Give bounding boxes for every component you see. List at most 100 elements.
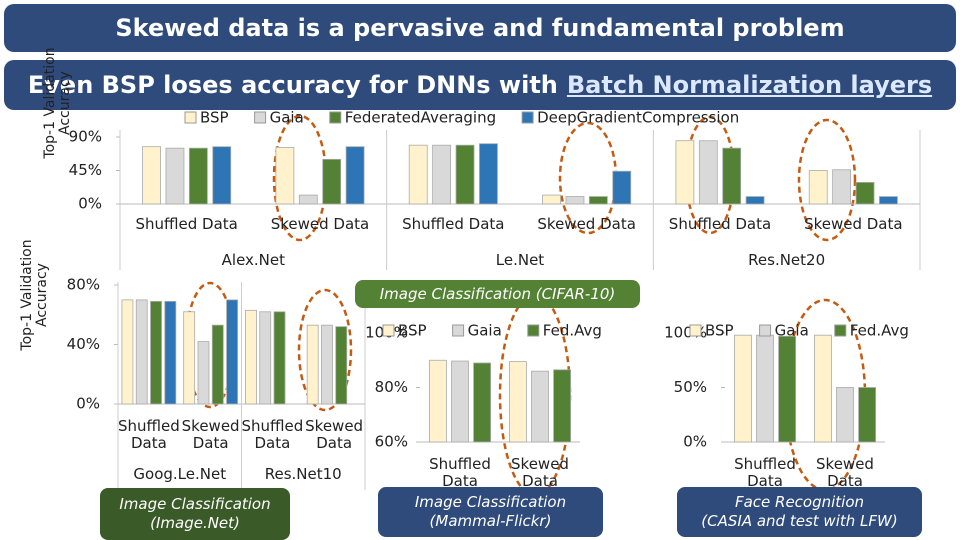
x-tick-label: Skewed Data [804, 215, 903, 233]
subtitle-bar: Even BSP loses accuracy for DNNs with Bat… [4, 60, 956, 110]
y-axis-label-line: Accuracy [34, 263, 50, 327]
caption: Image Classification (CIFAR-10) [355, 280, 640, 308]
bar [321, 324, 333, 405]
legend-swatch [329, 111, 342, 124]
y-axis-label-line: Top-1 Validation [42, 47, 58, 159]
subtitle: Even BSP loses accuracy for DNNs with [27, 71, 558, 99]
bar [722, 147, 742, 205]
bar [306, 324, 319, 405]
group-label: Res.Net10 [264, 465, 342, 483]
y-tick-label: 50% [674, 378, 707, 396]
legend-label: BSP [200, 109, 229, 127]
y-tick-label: 80% [67, 276, 100, 294]
group-label: Le.Net [495, 251, 545, 269]
bar [778, 335, 796, 443]
bar [531, 370, 549, 443]
bar [808, 170, 828, 205]
bar [408, 144, 428, 205]
legend-swatch [184, 111, 197, 124]
bar [226, 299, 238, 405]
bar [142, 146, 161, 205]
bar [565, 196, 585, 205]
bar [451, 360, 469, 443]
bar [322, 158, 342, 205]
bar [212, 146, 232, 205]
y-axis-label: Top-1 Validation Accuracy [19, 215, 50, 375]
x-tick-label: Skewed Data [537, 215, 636, 233]
x-tick-label: Shuffled Data [118, 417, 180, 452]
y-axis-label-line: Accuracy [57, 71, 73, 135]
legend-swatch [521, 111, 534, 124]
legend-swatch [689, 324, 702, 337]
bar [745, 196, 765, 205]
x-tick-label: Skewed Data [816, 455, 874, 490]
caption: Image Classification (Mammal-Flickr) [378, 487, 603, 537]
bar [135, 299, 148, 405]
bar [698, 140, 718, 205]
bar [479, 143, 498, 205]
legend-swatch [527, 324, 540, 337]
bar [298, 194, 318, 205]
y-tick-label: 40% [67, 335, 100, 353]
x-tick-label: Shuffled Data [429, 455, 491, 490]
y-tick-label: 0% [76, 395, 100, 413]
caption: Image Classification (Image.Net) [100, 488, 290, 540]
legend-label: Fed.Avg [543, 322, 602, 340]
title: Skewed data is a pervasive and fundament… [115, 14, 845, 42]
legend-label: DeepGradientCompression [537, 109, 739, 127]
bar [814, 334, 832, 443]
bar [455, 144, 475, 205]
y-tick-label: 0% [683, 433, 707, 451]
y-tick-label: 0% [78, 195, 102, 213]
bar [508, 361, 527, 443]
x-tick-label: Shuffled Data [734, 455, 796, 490]
bar [858, 387, 876, 443]
legend-swatch [254, 111, 267, 124]
caption-line: Face Recognition [734, 493, 865, 511]
legend-label: Gaia [270, 109, 304, 127]
bar [832, 169, 852, 205]
legend-swatch [382, 324, 395, 337]
bar [553, 369, 571, 443]
legend-label: Gaia [468, 322, 502, 340]
caption-line: Image Classification [119, 495, 271, 513]
bar [211, 324, 224, 405]
x-tick-label: Shuffled Data [402, 215, 505, 233]
bar [836, 387, 854, 443]
caption-line: (Mammal-Flickr) [429, 512, 552, 530]
legend-swatch [834, 324, 847, 337]
bar [273, 311, 286, 405]
y-tick-label: 45% [69, 161, 102, 179]
legend-label: BSP [398, 322, 427, 340]
legend-label: Fed.Avg [850, 322, 909, 340]
caption-line: (Image.Net) [150, 514, 240, 532]
group-label: Goog.Le.Net [133, 465, 227, 483]
bar [121, 299, 134, 405]
bar [183, 311, 196, 405]
bar [345, 146, 365, 205]
bar [879, 196, 898, 205]
group-label: Alex.Net [221, 251, 286, 269]
legend-label: BSP [705, 322, 734, 340]
x-tick-label: Skewed Data [181, 417, 240, 452]
x-tick-label: Skewed Data [511, 455, 569, 490]
legend-swatch [759, 324, 772, 337]
bar [756, 334, 774, 443]
legend-label: Gaia [775, 322, 809, 340]
bar [855, 182, 875, 205]
y-tick-label: 80% [375, 378, 408, 396]
subtitle-link[interactable]: Batch Normalization layers [566, 71, 933, 99]
bar [259, 311, 272, 405]
y-axis-label: Top-1 Validation Accuracy [42, 23, 73, 183]
bar [542, 194, 561, 205]
bar [432, 144, 452, 205]
bar [165, 147, 185, 205]
x-tick-label: Skewed Data [270, 215, 370, 233]
bar [428, 359, 447, 443]
y-tick-label: 90% [69, 128, 102, 146]
bar [734, 334, 752, 443]
caption-line: Image Classification [414, 493, 567, 511]
bar [164, 300, 177, 405]
